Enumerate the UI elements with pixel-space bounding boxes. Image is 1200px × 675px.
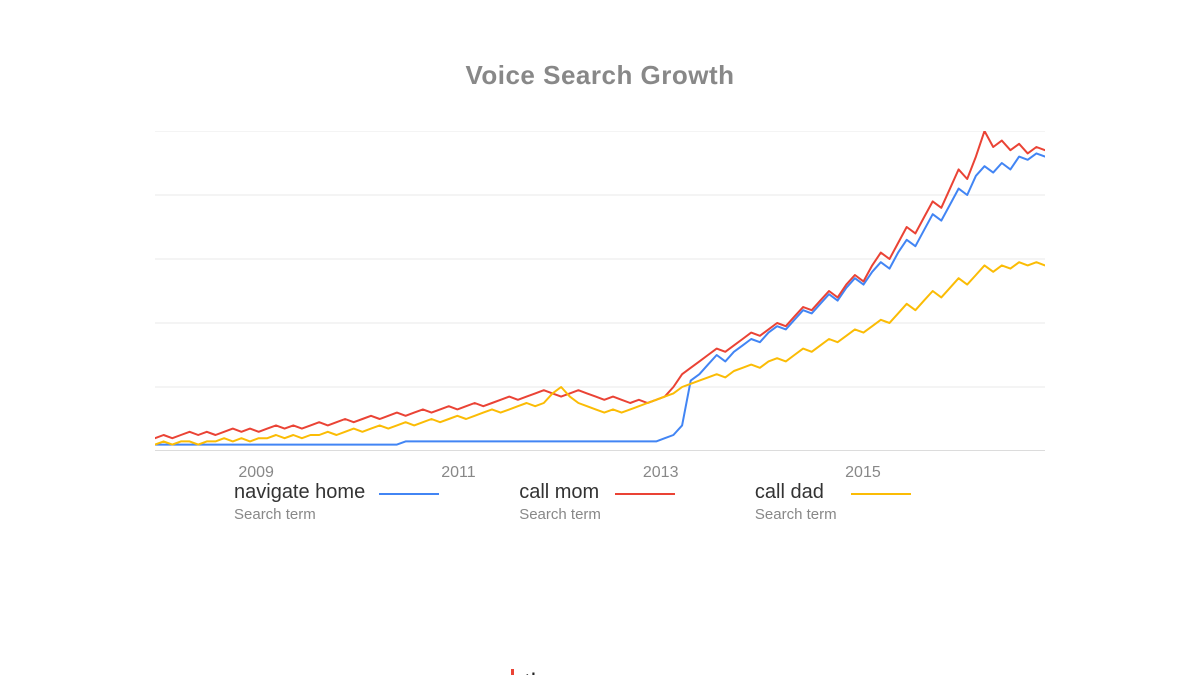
legend-swatch: [851, 493, 911, 495]
footer-text: tkguru.com: [524, 669, 643, 675]
legend-term: navigate home: [234, 481, 365, 504]
chart-title: Voice Search Growth: [0, 60, 1200, 91]
chart-svg: [155, 131, 1045, 451]
legend-text: call dad Search term: [755, 481, 837, 523]
legend-term: call mom: [519, 481, 601, 504]
legend-term: call dad: [755, 481, 837, 504]
legend-item: call mom Search term: [519, 481, 675, 523]
legend-text: call mom Search term: [519, 481, 601, 523]
legend-subtitle: Search term: [519, 506, 601, 523]
footer-accent-bar: [511, 669, 514, 675]
legend-swatch: [379, 493, 439, 495]
legend-subtitle: Search term: [755, 506, 837, 523]
legend-swatch: [615, 493, 675, 495]
x-tick-label: 2009: [238, 464, 274, 482]
line-chart: 2009201120132015: [155, 131, 1045, 451]
x-tick-label: 2011: [441, 464, 475, 482]
legend-subtitle: Search term: [234, 506, 365, 523]
legend-text: navigate home Search term: [234, 481, 365, 523]
legend: navigate home Search term call mom Search t…: [234, 481, 994, 523]
page: Voice Search Growth 2009201120132015 nav…: [0, 60, 1200, 675]
footer: tkguru.com: [0, 669, 1200, 675]
legend-item: navigate home Search term: [234, 481, 439, 523]
x-tick-label: 2013: [643, 464, 679, 482]
x-tick-label: 2015: [845, 464, 881, 482]
legend-item: call dad Search term: [755, 481, 911, 523]
